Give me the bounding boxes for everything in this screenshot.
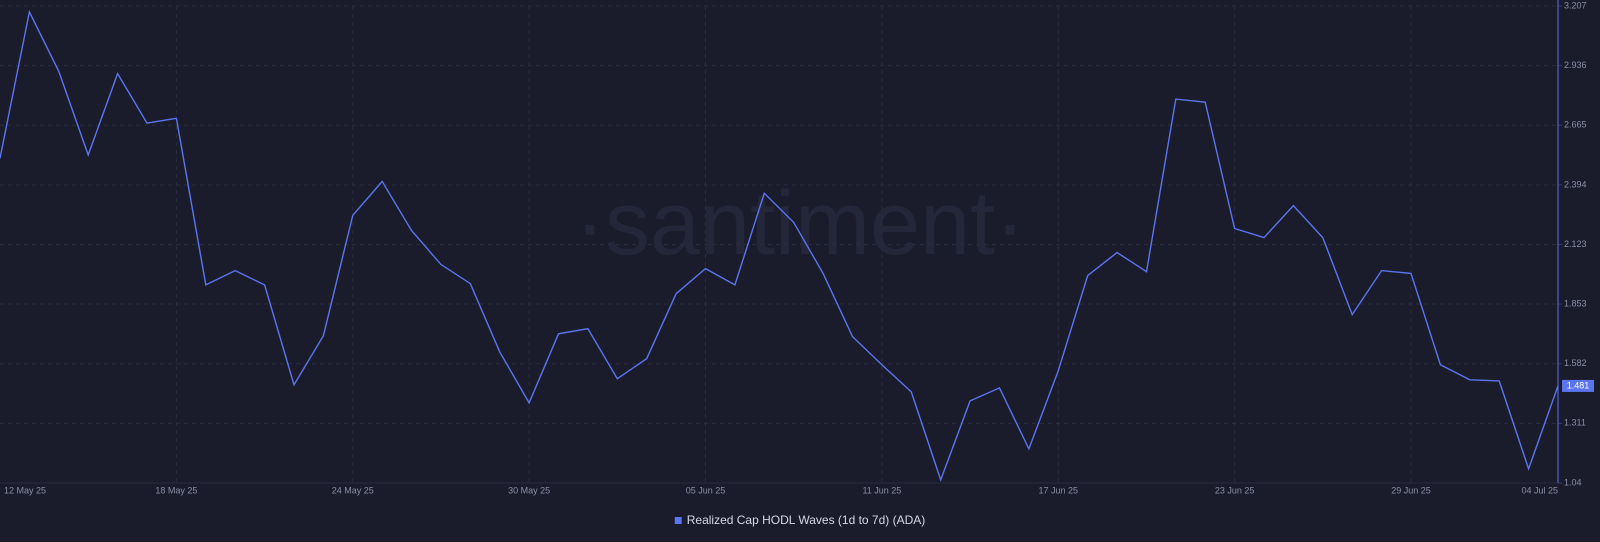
x-tick-label: 29 Jun 25 bbox=[1391, 485, 1431, 495]
x-tick-label: 30 May 25 bbox=[508, 485, 550, 495]
x-tick-label: 04 Jul 25 bbox=[1521, 485, 1558, 495]
watermark: ·santiment· bbox=[575, 174, 1025, 274]
value-tag-label: 1.481 bbox=[1567, 380, 1590, 390]
y-tick-label: 3.207 bbox=[1564, 0, 1587, 10]
y-tick-label: 1.311 bbox=[1564, 418, 1586, 428]
x-tick-label: 17 Jun 25 bbox=[1038, 485, 1078, 495]
y-tick-label: 2.665 bbox=[1564, 120, 1587, 130]
legend: Realized Cap HODL Waves (1d to 7d) (ADA) bbox=[674, 513, 926, 527]
y-tick-label: 1.853 bbox=[1564, 298, 1587, 308]
x-tick-label: 24 May 25 bbox=[332, 485, 374, 495]
legend-swatch bbox=[674, 517, 682, 524]
x-tick-label: 11 Jun 25 bbox=[862, 485, 901, 495]
x-tick-label: 12 May 25 bbox=[4, 485, 46, 495]
y-tick-label: 2.936 bbox=[1564, 60, 1587, 70]
value-tag bbox=[1562, 379, 1594, 392]
legend-label: Realized Cap HODL Waves (1d to 7d) (ADA) bbox=[687, 513, 926, 527]
y-tick-label: 1.04 bbox=[1564, 477, 1582, 487]
y-tick-label: 1.582 bbox=[1564, 358, 1587, 368]
y-tick-label: 2.123 bbox=[1564, 239, 1587, 249]
line bbox=[0, 9, 1559, 483]
y-tick-label: 2.394 bbox=[1564, 179, 1587, 189]
x-tick-label: 23 Jun 25 bbox=[1215, 485, 1255, 495]
x-tick-label: 18 May 25 bbox=[155, 485, 197, 495]
x-tick-label: 05 Jun 25 bbox=[686, 485, 726, 495]
